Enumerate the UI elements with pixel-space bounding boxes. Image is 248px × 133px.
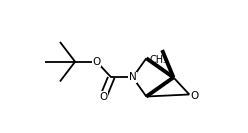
Text: CH₃: CH₃: [150, 55, 168, 65]
Text: O: O: [191, 91, 199, 101]
Text: O: O: [99, 92, 107, 101]
Text: O: O: [93, 57, 101, 67]
Text: N: N: [129, 72, 137, 82]
